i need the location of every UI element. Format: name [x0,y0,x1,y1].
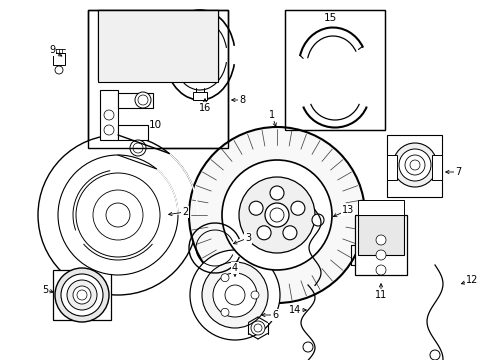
Bar [193,92,206,100]
Bar [88,10,227,148]
Circle shape [213,273,257,317]
Bar [118,93,153,108]
Circle shape [269,208,284,222]
Circle shape [55,268,109,322]
Circle shape [189,127,364,303]
Circle shape [248,201,263,215]
Circle shape [104,110,114,120]
Circle shape [257,226,270,240]
Text: 1: 1 [268,110,274,120]
Text: 11: 11 [374,290,386,300]
Text: 2: 2 [182,207,188,217]
Text: 8: 8 [239,95,244,105]
Bar [53,270,111,320]
Circle shape [429,350,439,360]
Text: 9: 9 [49,45,55,55]
Bar [386,135,441,197]
Circle shape [250,291,259,299]
Text: 3: 3 [244,233,250,243]
Circle shape [190,250,280,340]
Circle shape [138,95,148,105]
Circle shape [303,342,312,352]
Circle shape [409,160,419,170]
Bar [431,155,441,180]
Text: 14: 14 [288,305,301,315]
Circle shape [76,173,160,257]
Text: 7: 7 [454,167,460,177]
Circle shape [113,46,131,64]
Circle shape [264,203,288,227]
Bar [98,10,218,80]
Circle shape [163,55,173,65]
Circle shape [398,149,430,181]
Circle shape [61,274,103,316]
Circle shape [130,140,146,156]
Circle shape [222,160,331,270]
Text: 5: 5 [42,285,48,295]
Text: 6: 6 [271,310,278,320]
Bar [386,155,396,180]
Circle shape [191,55,201,65]
Circle shape [375,235,385,245]
Circle shape [58,155,178,275]
Text: 4: 4 [231,263,238,273]
Circle shape [106,203,130,227]
Circle shape [253,324,262,332]
Circle shape [202,262,267,328]
Circle shape [375,250,385,260]
Bar [53,53,65,65]
Text: 12: 12 [465,275,477,285]
Bar [285,10,384,130]
Text: 15: 15 [323,13,336,23]
Bar [357,200,403,215]
Circle shape [392,143,436,187]
Circle shape [73,286,91,304]
Circle shape [133,143,142,153]
Bar [285,10,384,130]
Text: 16: 16 [199,103,211,113]
Text: 10: 10 [148,120,161,130]
Circle shape [250,321,264,335]
Circle shape [404,155,424,175]
Circle shape [126,48,140,62]
Circle shape [117,50,127,60]
Bar [133,48,155,62]
Bar [118,125,148,140]
Bar [98,10,218,82]
Circle shape [375,265,385,275]
Bar [168,55,196,65]
Text: 13: 13 [341,205,353,215]
Circle shape [93,190,142,240]
Circle shape [224,285,244,305]
Bar [354,215,406,275]
Circle shape [283,226,296,240]
Circle shape [135,92,151,108]
Circle shape [311,214,324,226]
Circle shape [148,48,162,62]
Bar [88,10,227,148]
Circle shape [55,66,63,74]
Circle shape [104,125,114,135]
Circle shape [77,290,87,300]
Circle shape [239,177,314,253]
Circle shape [221,274,228,282]
Circle shape [290,201,305,215]
Circle shape [38,135,198,295]
Bar [357,215,403,255]
Circle shape [221,308,228,316]
Circle shape [67,280,97,310]
Circle shape [269,186,284,200]
Bar [100,90,118,140]
